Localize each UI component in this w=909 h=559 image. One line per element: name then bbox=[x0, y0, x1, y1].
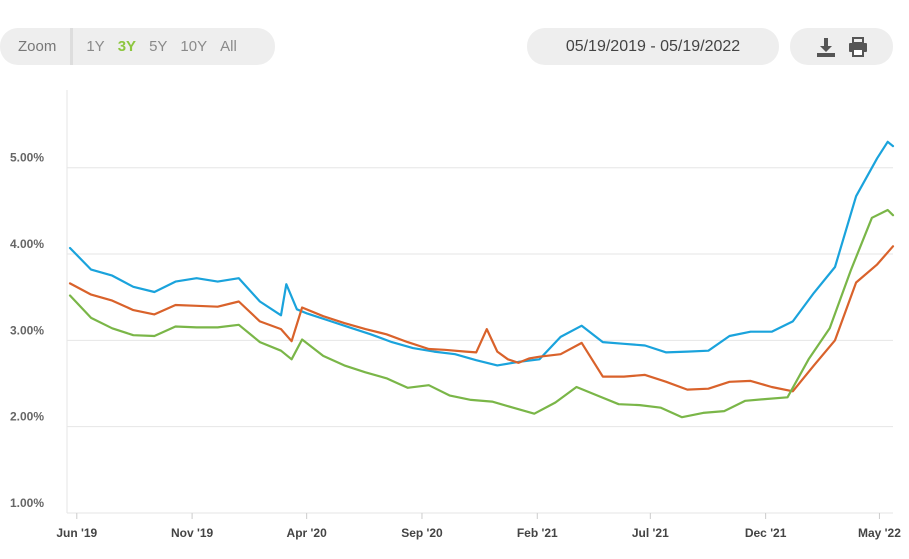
zoom-option-all[interactable]: All bbox=[220, 38, 237, 55]
x-tick-label: Dec '21 bbox=[745, 526, 787, 540]
zoom-label: Zoom bbox=[0, 28, 74, 65]
x-tick-label: May '22 bbox=[858, 526, 901, 540]
y-tick-label: 1.00% bbox=[10, 496, 44, 510]
y-tick-label: 2.00% bbox=[10, 410, 44, 424]
plot-area bbox=[67, 90, 893, 513]
x-tick-label: Apr '20 bbox=[287, 526, 328, 540]
chart-series bbox=[68, 140, 895, 419]
x-tick-label: Sep '20 bbox=[401, 526, 443, 540]
zoom-bar: Zoom 1Y 3Y 5Y 10Y All bbox=[0, 28, 275, 65]
y-axis-labels: 1.00% 2.00% 3.00% 4.00% 5.00% bbox=[10, 151, 44, 510]
x-tick-label: Nov '19 bbox=[171, 526, 214, 540]
x-axis-labels: Jun '19 Nov '19 Apr '20 Sep '20 Feb '21 Jul '… bbox=[56, 526, 901, 540]
chart-grid bbox=[66, 90, 893, 519]
zoom-option-10y[interactable]: 10Y bbox=[180, 38, 208, 55]
x-tick-label: Jun '19 bbox=[56, 526, 97, 540]
zoom-option-5y[interactable]: 5Y bbox=[149, 38, 168, 55]
series-line-3[interactable] bbox=[68, 208, 895, 419]
x-tick-label: Jul '21 bbox=[632, 526, 669, 540]
export-tools bbox=[790, 28, 893, 65]
print-icon[interactable] bbox=[846, 35, 870, 59]
y-tick-label: 5.00% bbox=[10, 151, 44, 165]
y-tick-label: 4.00% bbox=[10, 237, 44, 251]
download-icon[interactable] bbox=[814, 35, 838, 59]
date-range-selector[interactable]: 05/19/2019 - 05/19/2022 bbox=[527, 28, 779, 65]
x-tick-label: Feb '21 bbox=[517, 526, 558, 540]
series-line-1[interactable] bbox=[68, 140, 895, 367]
y-tick-label: 3.00% bbox=[10, 323, 44, 337]
series-line-2[interactable] bbox=[68, 245, 895, 393]
zoom-option-1y[interactable]: 1Y bbox=[86, 38, 105, 55]
zoom-option-3y[interactable]: 3Y bbox=[117, 38, 137, 55]
